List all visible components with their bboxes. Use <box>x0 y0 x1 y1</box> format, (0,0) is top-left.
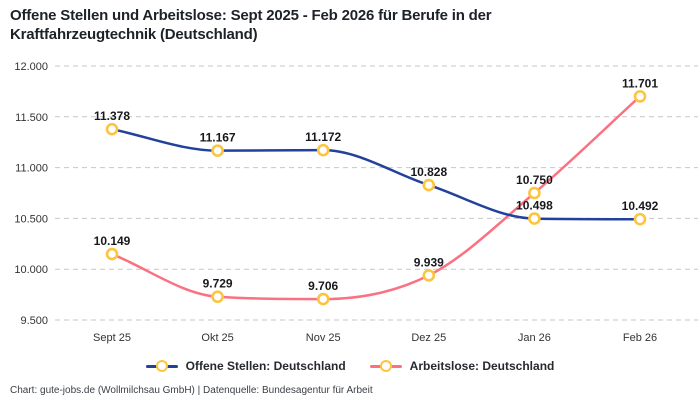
data-point-label: 9.706 <box>308 279 338 293</box>
chart-title: Offene Stellen und Arbeitslose: Sept 202… <box>10 6 492 44</box>
y-axis-tick-label: 11.500 <box>15 112 48 124</box>
data-point-label: 11.701 <box>622 76 658 90</box>
data-point-label: 11.172 <box>305 130 341 144</box>
x-axis-tick-label: Dez 25 <box>411 332 446 344</box>
x-axis-tick-label: Nov 25 <box>306 332 341 344</box>
legend: Offene Stellen: Deutschland Arbeitslose:… <box>0 359 700 373</box>
legend-item-arbeitslose[interactable]: Arbeitslose: Deutschland <box>369 359 555 373</box>
data-point-label: 10.750 <box>516 173 553 187</box>
data-point-marker[interactable] <box>211 290 224 304</box>
series-line-1 <box>110 95 642 301</box>
data-point-marker[interactable] <box>105 122 119 136</box>
data-point-marker[interactable] <box>422 178 436 192</box>
data-point-marker[interactable] <box>316 292 330 306</box>
data-point-marker[interactable] <box>422 269 436 282</box>
data-point-label: 10.149 <box>94 234 131 248</box>
y-axis-tick-label: 10.000 <box>14 264 48 276</box>
attribution-footer: Chart: gute-jobs.de (Wollmilchsau GmbH) … <box>10 385 373 396</box>
legend-label-offene-stellen: Offene Stellen: Deutschland <box>185 359 346 373</box>
y-axis-tick-label: 9.500 <box>20 315 48 327</box>
y-axis-tick-label: 12.000 <box>14 61 48 73</box>
data-point-label: 11.378 <box>94 109 130 123</box>
data-point-label: 10.828 <box>410 165 447 179</box>
data-point-marker[interactable] <box>211 144 224 157</box>
data-point-marker[interactable] <box>528 212 541 225</box>
data-point-marker[interactable] <box>633 90 647 103</box>
x-axis-tick-label: Okt 25 <box>201 332 233 344</box>
legend-label-arbeitslose: Arbeitslose: Deutschland <box>409 359 555 373</box>
y-axis-tick-label: 11.000 <box>15 163 48 175</box>
x-axis-tick-label: Jan 26 <box>518 332 551 344</box>
series-line-0 <box>110 127 642 221</box>
data-point-label: 11.167 <box>200 131 236 145</box>
legend-swatch-offene-stellen-icon <box>145 360 178 372</box>
data-point-marker[interactable] <box>528 186 541 200</box>
legend-item-offene-stellen[interactable]: Offene Stellen: Deutschland <box>145 359 346 373</box>
data-point-marker[interactable] <box>105 247 119 261</box>
data-point-label: 10.498 <box>516 199 553 213</box>
x-axis-tick-label: Feb 26 <box>623 332 657 344</box>
chart-title-line-1: Offene Stellen und Arbeitslose: Sept 202… <box>10 7 492 24</box>
data-point-marker[interactable] <box>316 143 330 157</box>
data-point-label: 9.729 <box>203 277 233 291</box>
data-point-marker[interactable] <box>633 212 647 226</box>
y-axis-tick-label: 10.500 <box>14 213 48 225</box>
chart-title-line-2: Kraftfahrzeugtechnik (Deutschland) <box>10 26 258 43</box>
legend-swatch-arbeitslose-icon <box>369 360 402 372</box>
x-axis-tick-label: Sept 25 <box>93 332 131 344</box>
data-point-label: 10.492 <box>622 199 659 213</box>
data-point-label: 9.939 <box>414 255 444 269</box>
